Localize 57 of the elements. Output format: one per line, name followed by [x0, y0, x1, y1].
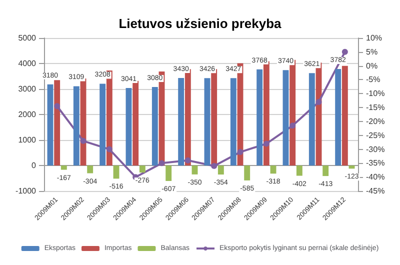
- bar: [322, 166, 329, 176]
- point: [158, 160, 165, 166]
- y2-tick-label: 5%: [366, 47, 378, 56]
- point: [54, 103, 60, 110]
- y2-tick-label: -25%: [366, 130, 385, 140]
- bar: [192, 166, 198, 174]
- bar: [256, 69, 263, 166]
- y-tick-label: 2000: [18, 110, 37, 119]
- bar: [100, 84, 106, 166]
- bar: [139, 166, 146, 173]
- bar: [60, 166, 67, 170]
- bar: [132, 80, 139, 166]
- bar: [218, 166, 224, 175]
- point: [80, 138, 86, 144]
- y-tick-label: 4000: [18, 59, 37, 68]
- point: [290, 122, 296, 129]
- bar: [204, 78, 210, 166]
- bar: [87, 166, 94, 174]
- bar: [152, 86, 158, 166]
- bar: [166, 166, 172, 181]
- y2-tick-label: 10%: [366, 34, 382, 42]
- point: [211, 162, 218, 169]
- y2-tick-label: -5%: [366, 75, 380, 84]
- bar: [282, 70, 289, 166]
- bar: [113, 166, 120, 179]
- y-tick-label: 0: [32, 161, 37, 170]
- y2-tick-label: -45%: [366, 186, 385, 196]
- point: [106, 146, 112, 152]
- bar: [342, 66, 348, 166]
- y-tick-label: 3000: [18, 84, 37, 94]
- y-tick-label: 5000: [18, 34, 37, 42]
- point: [237, 149, 244, 156]
- bar: [47, 84, 54, 166]
- bar: [178, 78, 184, 166]
- bar: [73, 86, 80, 166]
- y2-tick-label: -40%: [366, 172, 385, 182]
- bar: [244, 166, 250, 180]
- point: [184, 157, 191, 164]
- chart-title: Lietuvos užsienio prekyba: [118, 16, 282, 31]
- y2-tick-label: 0%: [366, 61, 378, 70]
- y2-tick-label: -10%: [366, 89, 385, 98]
- y2-tick-label: -35%: [366, 158, 385, 168]
- point: [316, 98, 322, 105]
- y2-tick-label: -15%: [366, 103, 385, 112]
- bar: [126, 88, 132, 166]
- y2-tick-label: -30%: [366, 144, 385, 154]
- bar: [308, 73, 315, 166]
- bar: [270, 166, 276, 174]
- point: [263, 140, 270, 147]
- y-tick-label: -1000: [16, 186, 37, 196]
- point: [342, 48, 348, 55]
- bar: [296, 166, 302, 176]
- bar: [230, 78, 236, 166]
- bar: [54, 80, 60, 166]
- y2-tick-label: -20%: [366, 116, 385, 126]
- bar: [335, 69, 342, 166]
- y-tick-label: 1000: [18, 136, 37, 144]
